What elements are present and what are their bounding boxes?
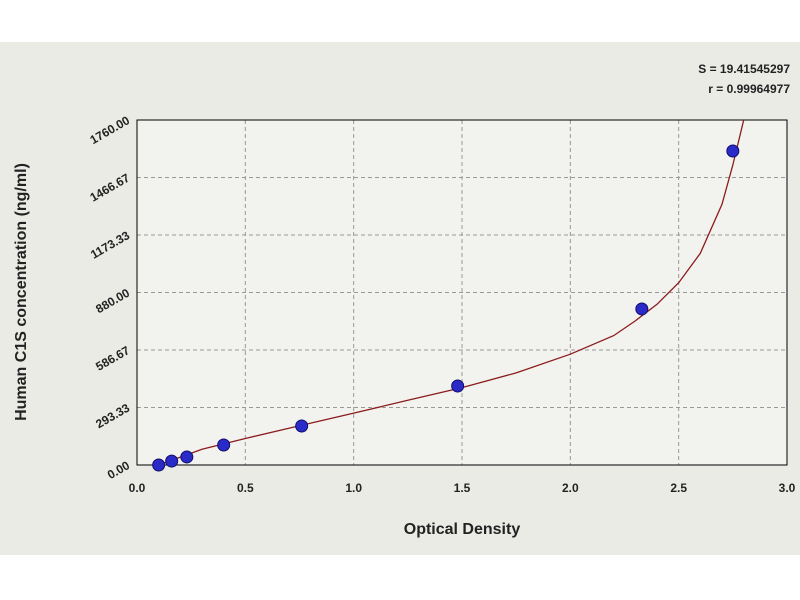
data-point (180, 450, 194, 464)
data-point (152, 458, 166, 472)
plot-border (136, 119, 788, 466)
annotation: S = 19.41545297 (698, 62, 790, 76)
x-tick-label: 2.0 (562, 481, 579, 495)
data-point (217, 438, 231, 452)
data-point (295, 419, 309, 433)
x-axis-title: Optical Density (404, 521, 521, 538)
x-tick-label: 0.0 (129, 481, 146, 495)
annotation: r = 0.99964977 (708, 82, 790, 96)
y-axis-title: Human C1S concentration (ng/ml) (13, 163, 30, 421)
x-tick-label: 3.0 (779, 481, 796, 495)
x-tick-label: 2.5 (670, 481, 687, 495)
fit-curve (158, 119, 745, 465)
data-point (726, 144, 740, 158)
data-point (635, 302, 649, 316)
data-point (451, 379, 465, 393)
x-tick-label: 0.5 (237, 481, 254, 495)
data-point (165, 454, 179, 468)
x-tick-label: 1.0 (345, 481, 362, 495)
x-tick-label: 1.5 (454, 481, 471, 495)
curve-group (158, 119, 745, 465)
